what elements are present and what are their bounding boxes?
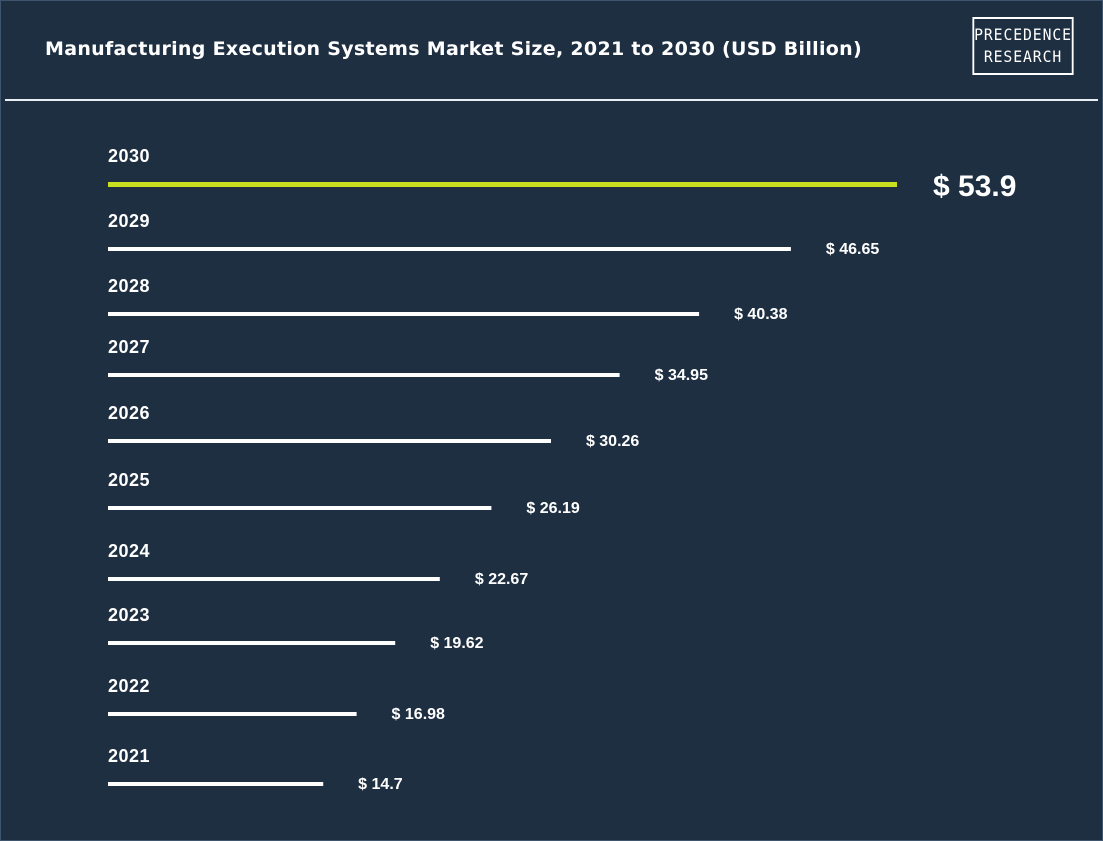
category-label-2021: 2021 <box>108 746 150 766</box>
chart-title: Manufacturing Execution Systems Market S… <box>45 38 862 60</box>
value-label-2023: $ 19.62 <box>430 635 483 652</box>
bar-2023 <box>108 641 396 645</box>
value-label-2025: $ 26.19 <box>526 500 579 517</box>
category-label-2030: 2030 <box>108 146 150 166</box>
category-label-2025: 2025 <box>108 470 150 490</box>
bar-2028 <box>108 312 700 316</box>
category-label-2029: 2029 <box>108 211 150 231</box>
value-label-2022: $ 16.98 <box>392 706 445 723</box>
bar-2029 <box>108 247 791 251</box>
category-label-2027: 2027 <box>108 337 150 357</box>
bar-2025 <box>108 506 492 510</box>
category-label-2023: 2023 <box>108 605 150 625</box>
title-divider <box>5 99 1098 101</box>
bar-2030 <box>108 182 897 187</box>
value-label-2024: $ 22.67 <box>475 571 528 588</box>
value-label-2026: $ 30.26 <box>586 433 639 450</box>
bar-2022 <box>108 712 357 716</box>
value-label-2030: $ 53.9 <box>933 170 1016 203</box>
value-label-2028: $ 40.38 <box>734 306 787 323</box>
value-label-2029: $ 46.65 <box>826 241 879 258</box>
category-label-2028: 2028 <box>108 276 150 296</box>
bar-2024 <box>108 577 440 581</box>
category-label-2022: 2022 <box>108 676 150 696</box>
value-label-2021: $ 14.7 <box>358 776 403 793</box>
category-label-2024: 2024 <box>108 541 150 561</box>
bar-2021 <box>108 782 324 786</box>
logo-line-2: RESEARCH <box>983 47 1063 66</box>
precedence-research-logo: PRECEDENCE RESEARCH <box>972 17 1074 75</box>
bar-2026 <box>108 439 551 443</box>
bar-2027 <box>108 373 620 377</box>
logo-line-1: PRECEDENCE <box>974 25 1072 44</box>
value-label-2027: $ 34.95 <box>655 367 708 384</box>
category-label-2026: 2026 <box>108 403 150 423</box>
